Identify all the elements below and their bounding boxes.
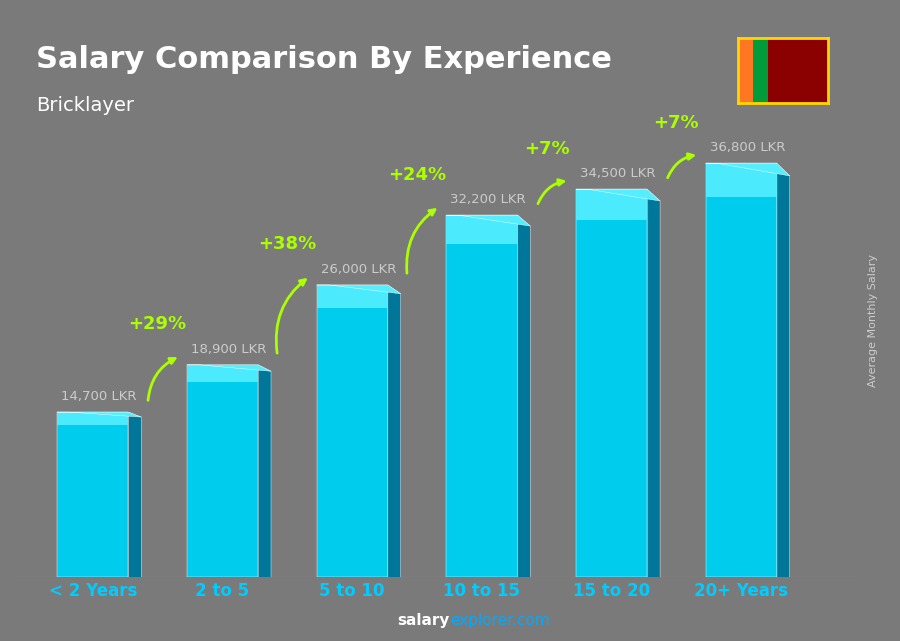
Bar [187,365,258,382]
Text: +7%: +7% [524,140,570,158]
Bar [576,189,647,221]
Polygon shape [576,189,660,201]
Polygon shape [388,285,400,578]
Polygon shape [129,412,141,578]
Bar [446,215,518,244]
Text: +38%: +38% [258,235,317,253]
Bar [706,163,777,578]
Polygon shape [317,285,400,294]
Bar [317,285,388,308]
Bar [768,38,828,103]
Polygon shape [58,412,141,417]
Polygon shape [706,163,790,176]
Bar [58,412,129,578]
Text: 36,800 LKR: 36,800 LKR [710,142,786,154]
Polygon shape [446,215,530,226]
Bar [738,38,753,103]
Text: +29%: +29% [129,315,186,333]
Polygon shape [518,215,530,578]
Text: 26,000 LKR: 26,000 LKR [321,263,396,276]
Text: +24%: +24% [388,166,446,184]
Polygon shape [647,189,660,578]
Text: salary: salary [398,613,450,628]
Text: explorer.com: explorer.com [450,613,550,628]
Bar [706,163,777,197]
Text: 14,700 LKR: 14,700 LKR [61,390,137,403]
Bar [446,215,518,578]
Text: 18,900 LKR: 18,900 LKR [191,343,266,356]
Text: 34,500 LKR: 34,500 LKR [580,167,656,180]
Text: +7%: +7% [653,114,699,132]
Text: Average Monthly Salary: Average Monthly Salary [868,254,878,387]
Polygon shape [258,365,271,578]
Bar [317,285,388,578]
Bar [576,189,647,578]
Bar [58,412,129,426]
Bar [753,38,768,103]
Text: 32,200 LKR: 32,200 LKR [451,193,526,206]
Text: Bricklayer: Bricklayer [36,96,134,115]
Bar [187,365,258,578]
Text: Salary Comparison By Experience: Salary Comparison By Experience [36,45,612,74]
Polygon shape [777,163,790,578]
Polygon shape [187,365,271,371]
